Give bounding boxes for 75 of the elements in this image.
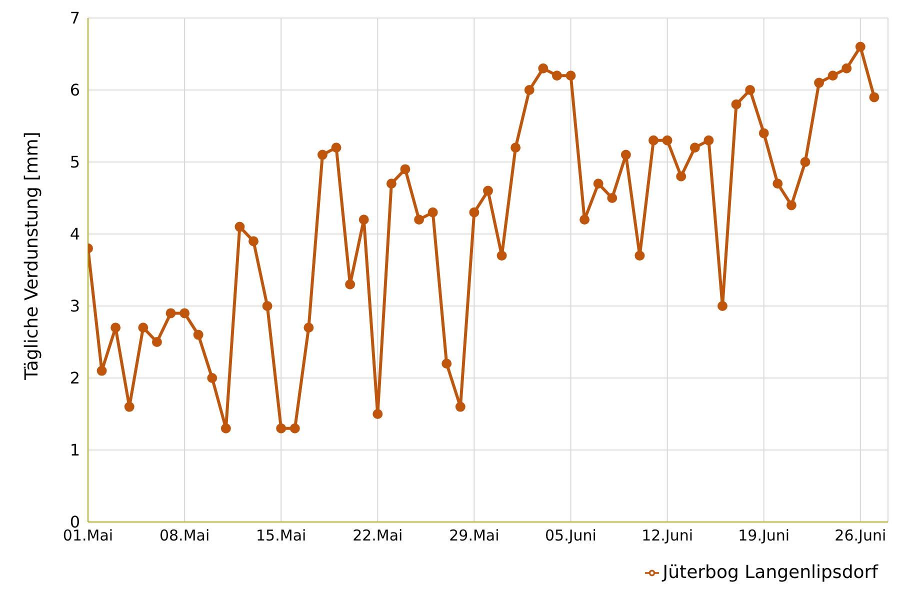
point xyxy=(855,42,866,52)
point xyxy=(648,135,659,146)
y-tick-label: 4 xyxy=(70,224,80,244)
point xyxy=(690,142,700,153)
x-tick-label: 08.Mai xyxy=(159,526,210,545)
x-tick-label: 26.Juni xyxy=(834,526,886,545)
y-tick-label: 7 xyxy=(70,8,80,28)
point xyxy=(317,150,328,160)
point xyxy=(620,150,631,160)
point xyxy=(331,142,342,153)
x-tick-label: 05.Juni xyxy=(545,526,596,545)
point xyxy=(207,373,218,383)
point xyxy=(414,214,424,225)
point xyxy=(152,337,162,347)
x-tick-label: 29.Mai xyxy=(449,526,500,545)
point xyxy=(110,322,121,333)
point xyxy=(496,250,507,261)
point xyxy=(428,207,438,218)
point xyxy=(138,322,148,333)
point xyxy=(772,178,783,189)
y-tick-label: 5 xyxy=(70,152,80,172)
point xyxy=(166,308,176,318)
point xyxy=(607,193,618,203)
point xyxy=(345,279,356,290)
point xyxy=(814,78,824,88)
point xyxy=(538,63,548,74)
y-tick-label: 6 xyxy=(70,80,80,100)
point xyxy=(234,222,245,232)
point xyxy=(386,178,396,189)
y-tick-label: 1 xyxy=(70,440,80,460)
point xyxy=(758,128,769,138)
point xyxy=(634,250,645,261)
y-tick-label: 2 xyxy=(70,368,80,388)
legend-label: Jüterbog Langenlipsdorf xyxy=(662,562,878,583)
point xyxy=(524,85,534,95)
point xyxy=(483,186,493,196)
x-tick-label: 12.Juni xyxy=(642,526,694,545)
x-tick-label: 01.Mai xyxy=(62,526,114,545)
point xyxy=(262,301,272,311)
point xyxy=(786,200,796,210)
point xyxy=(124,402,134,412)
point xyxy=(442,358,452,369)
point xyxy=(469,207,480,218)
point xyxy=(552,70,562,81)
point xyxy=(676,171,686,182)
point xyxy=(180,308,190,318)
point xyxy=(510,142,521,153)
x-tick-label: 22.Mai xyxy=(352,526,403,545)
x-tick-label: 15.Mai xyxy=(256,526,306,545)
point xyxy=(566,70,576,81)
point xyxy=(193,330,204,340)
x-tick-label: 19.Juni xyxy=(738,526,790,545)
point xyxy=(869,92,880,102)
point xyxy=(745,85,756,95)
point xyxy=(400,164,410,174)
point xyxy=(593,178,604,189)
point xyxy=(800,157,810,167)
point xyxy=(731,99,742,110)
point xyxy=(248,236,259,246)
point xyxy=(704,135,714,146)
point xyxy=(828,70,838,81)
point xyxy=(662,135,672,146)
point xyxy=(304,322,314,333)
point xyxy=(220,423,231,434)
point xyxy=(842,63,852,74)
point xyxy=(290,423,300,434)
point xyxy=(276,423,286,434)
point xyxy=(580,214,590,225)
point xyxy=(717,301,728,311)
y-tick-label: 3 xyxy=(70,296,80,316)
point xyxy=(96,366,107,376)
y-axis-title: Tägliche Verdunstung [mm] xyxy=(21,132,42,381)
point xyxy=(358,214,369,225)
point xyxy=(372,409,383,419)
point xyxy=(455,402,466,412)
